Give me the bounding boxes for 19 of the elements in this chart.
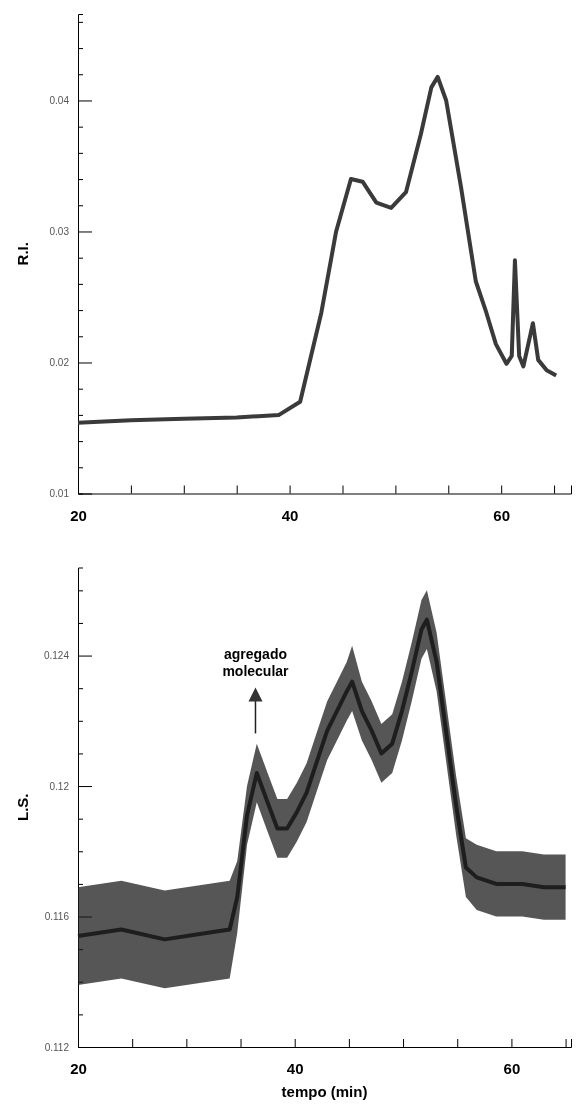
x-tick-label: 60	[493, 506, 511, 524]
x-tick-label: 20	[70, 1060, 87, 1077]
x-tick-label: 40	[281, 506, 299, 524]
y-tick-label: 0.03	[49, 226, 70, 238]
y-axis-title: R.I.	[14, 242, 31, 266]
y-tick-label: 0.112	[44, 1041, 70, 1053]
y-tick-label: 0.124	[43, 650, 70, 662]
y-axis-title: L.S.	[14, 793, 31, 822]
y-tick-label: 0.116	[44, 911, 70, 923]
y-tick-label: 0.02	[49, 357, 70, 369]
x-tick-label: 40	[286, 1060, 304, 1077]
y-tick-label: 0.12	[49, 780, 70, 792]
x-tick-label: 60	[503, 1060, 521, 1077]
line-series	[76, 74, 559, 425]
x-axis-title: tempo (min)	[281, 1083, 368, 1100]
y-tick-label: 0.01	[49, 488, 70, 500]
x-tick-label: 20	[70, 506, 87, 524]
annotation: agregado molecular	[222, 646, 290, 680]
y-tick-label: 0.04	[49, 95, 70, 107]
